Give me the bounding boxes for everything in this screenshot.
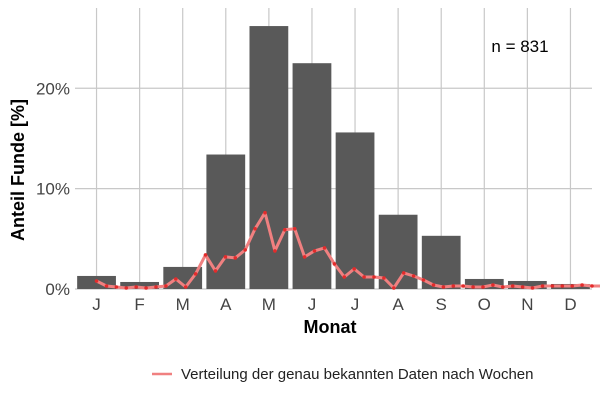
legend-label: Verteilung der genau bekannten Daten nac… [181, 366, 534, 383]
weekly-point [560, 284, 565, 288]
weekly-point [144, 286, 148, 290]
bar [163, 266, 203, 289]
weekly-point [164, 284, 168, 288]
y-tick-labels: 0% 10% 20% [36, 79, 70, 299]
x-tick-label: F [134, 295, 144, 314]
weekly-line [95, 211, 600, 290]
weekly-point [94, 279, 99, 283]
bar [507, 280, 547, 289]
weekly-point [124, 286, 129, 290]
weekly-point [431, 283, 436, 287]
y-tick-label: 0% [45, 280, 70, 299]
x-tick-label: O [478, 295, 491, 314]
weekly-point [401, 271, 406, 275]
weekly-point [570, 284, 574, 288]
y-axis-title: Anteil Funde [%] [8, 99, 28, 241]
bar [120, 281, 160, 289]
weekly-point [451, 284, 456, 288]
weekly-point [134, 285, 138, 289]
weekly-point [441, 285, 446, 289]
weekly-point [203, 253, 208, 257]
weekly-point [332, 262, 337, 266]
y-tick-label: 10% [36, 180, 70, 199]
weekly-point [352, 267, 357, 271]
weekly-point [154, 285, 158, 289]
bar [249, 26, 289, 290]
weekly-point [114, 285, 119, 289]
bar [335, 132, 375, 289]
x-tick-label: M [262, 295, 276, 314]
bar [292, 63, 332, 290]
x-tick-label: D [564, 295, 576, 314]
weekly-point [193, 272, 198, 276]
x-tick-label: J [351, 295, 360, 314]
weekly-line-path [95, 211, 600, 290]
weekly-point [481, 285, 485, 289]
weekly-point [540, 284, 545, 288]
x-tick-label: S [436, 295, 447, 314]
x-tick-label: A [392, 295, 404, 314]
sample-size-annotation: n = 831 [491, 37, 548, 56]
weekly-point [233, 256, 238, 260]
x-tick-label: M [176, 295, 190, 314]
x-tick-label: A [220, 295, 232, 314]
weekly-point [213, 269, 218, 273]
weekly-point [362, 275, 366, 279]
weekly-point [411, 274, 416, 278]
x-tick-label: J [308, 295, 317, 314]
y-gridlines [75, 87, 592, 290]
weekly-point [510, 284, 515, 288]
weekly-point [382, 276, 386, 280]
weekly-point [501, 285, 505, 289]
weekly-point [590, 284, 594, 288]
legend: Verteilung der genau bekannten Daten nac… [152, 366, 534, 383]
bar [421, 235, 461, 289]
weekly-point [550, 284, 555, 288]
weekly-point [273, 249, 277, 253]
weekly-point [223, 255, 228, 259]
weekly-point [471, 285, 475, 289]
bar [206, 154, 246, 289]
weekly-point [183, 285, 188, 289]
weekly-point [372, 275, 376, 279]
weekly-point [302, 255, 307, 259]
weekly-points [94, 210, 594, 290]
weekly-point [312, 249, 317, 253]
weekly-point [491, 283, 495, 287]
weekly-point [580, 283, 584, 287]
x-tick-label: J [92, 295, 101, 314]
weekly-point [520, 285, 525, 289]
weekly-point [104, 284, 109, 288]
weekly-point [283, 228, 287, 232]
weekly-point [263, 210, 267, 215]
weekly-point [342, 275, 347, 279]
y-tick-label: 20% [36, 79, 70, 98]
weekly-point [392, 286, 396, 290]
weekly-point [174, 277, 178, 281]
weekly-point [253, 227, 257, 231]
bar [464, 278, 504, 289]
x-tick-label: N [521, 295, 533, 314]
weekly-point [461, 284, 466, 288]
weekly-point [243, 248, 247, 252]
x-axis-title: Monat [304, 317, 357, 337]
weekly-point [322, 246, 327, 250]
weekly-point [530, 286, 535, 290]
weekly-point [421, 278, 426, 282]
weekly-point [292, 227, 297, 231]
